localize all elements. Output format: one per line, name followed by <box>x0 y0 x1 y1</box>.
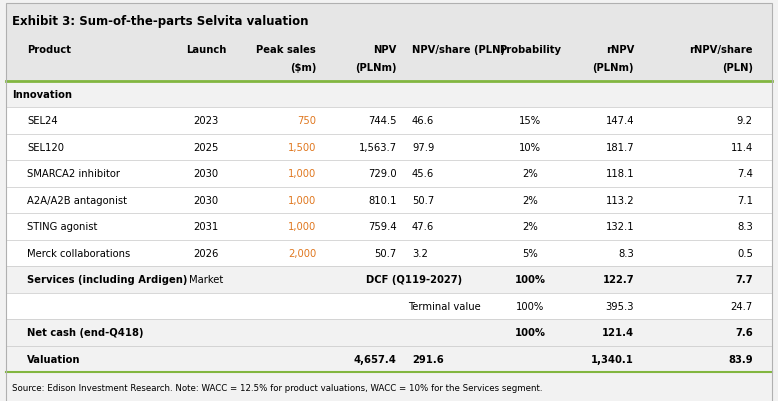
Text: SEL120: SEL120 <box>27 142 65 152</box>
Text: Services (including Ardigen): Services (including Ardigen) <box>27 275 187 285</box>
Text: 750: 750 <box>297 116 316 126</box>
Text: 47.6: 47.6 <box>412 222 434 232</box>
Text: 7.6: 7.6 <box>735 328 753 337</box>
Text: Innovation: Innovation <box>12 90 72 100</box>
Text: 100%: 100% <box>516 301 544 311</box>
Text: DCF (Q119-2027): DCF (Q119-2027) <box>366 275 462 285</box>
Text: 46.6: 46.6 <box>412 116 434 126</box>
Bar <box>6 108 772 134</box>
Bar <box>6 293 772 319</box>
Text: 122.7: 122.7 <box>602 275 634 285</box>
Text: 2%: 2% <box>522 222 538 232</box>
Text: 15%: 15% <box>519 116 541 126</box>
Text: 50.7: 50.7 <box>412 195 434 205</box>
Text: 1,000: 1,000 <box>288 169 316 179</box>
Text: 97.9: 97.9 <box>412 142 434 152</box>
Text: 2030: 2030 <box>194 169 219 179</box>
Text: 100%: 100% <box>514 328 545 337</box>
Text: (PLN): (PLN) <box>722 63 753 73</box>
Bar <box>6 82 772 108</box>
Text: 83.9: 83.9 <box>728 354 753 364</box>
Text: 2031: 2031 <box>193 222 219 232</box>
Text: 2025: 2025 <box>193 142 219 152</box>
Text: 2%: 2% <box>522 195 538 205</box>
Text: rNPV: rNPV <box>606 45 634 55</box>
Text: 100%: 100% <box>514 275 545 285</box>
Text: 2%: 2% <box>522 169 538 179</box>
Text: 121.4: 121.4 <box>602 328 634 337</box>
Text: Terminal value: Terminal value <box>408 301 481 311</box>
Text: SEL24: SEL24 <box>27 116 58 126</box>
Bar <box>6 213 772 240</box>
Bar <box>6 4 772 38</box>
Bar <box>6 134 772 160</box>
Text: 2026: 2026 <box>193 248 219 258</box>
Text: SMARCA2 inhibitor: SMARCA2 inhibitor <box>27 169 121 179</box>
Text: Exhibit 3: Sum-of-the-parts Selvita valuation: Exhibit 3: Sum-of-the-parts Selvita valu… <box>12 14 309 27</box>
Text: 7.7: 7.7 <box>735 275 753 285</box>
Text: 1,000: 1,000 <box>288 195 316 205</box>
Bar <box>6 346 772 372</box>
Text: Market: Market <box>189 275 223 285</box>
Text: A2A/A2B antagonist: A2A/A2B antagonist <box>27 195 128 205</box>
Text: NPV/share (PLN): NPV/share (PLN) <box>412 45 505 55</box>
Text: 11.4: 11.4 <box>731 142 753 152</box>
Bar <box>6 38 772 82</box>
Text: (PLNm): (PLNm) <box>356 63 397 73</box>
Text: NPV: NPV <box>373 45 397 55</box>
Bar <box>6 266 772 293</box>
Text: 291.6: 291.6 <box>412 354 443 364</box>
Text: 5%: 5% <box>522 248 538 258</box>
Text: 395.3: 395.3 <box>605 301 634 311</box>
Text: 181.7: 181.7 <box>605 142 634 152</box>
Text: 7.4: 7.4 <box>737 169 753 179</box>
Text: 3.2: 3.2 <box>412 248 428 258</box>
Text: 45.6: 45.6 <box>412 169 434 179</box>
Text: rNPV/share: rNPV/share <box>689 45 753 55</box>
Bar <box>6 319 772 346</box>
Text: 8.3: 8.3 <box>619 248 634 258</box>
Text: 1,000: 1,000 <box>288 222 316 232</box>
Text: 2023: 2023 <box>193 116 219 126</box>
Bar <box>6 187 772 213</box>
Text: 744.5: 744.5 <box>368 116 397 126</box>
Text: 1,563.7: 1,563.7 <box>359 142 397 152</box>
Text: 24.7: 24.7 <box>731 301 753 311</box>
Text: 1,340.1: 1,340.1 <box>591 354 634 364</box>
Text: Valuation: Valuation <box>27 354 81 364</box>
Text: 50.7: 50.7 <box>374 248 397 258</box>
Text: STING agonist: STING agonist <box>27 222 98 232</box>
Bar <box>6 240 772 266</box>
Text: Source: Edison Investment Research. Note: WACC = 12.5% for product valuations, W: Source: Edison Investment Research. Note… <box>12 383 542 391</box>
Text: 729.0: 729.0 <box>368 169 397 179</box>
Text: Launch: Launch <box>186 45 226 55</box>
Text: 4,657.4: 4,657.4 <box>354 354 397 364</box>
Text: 0.5: 0.5 <box>737 248 753 258</box>
Text: ($m): ($m) <box>290 63 316 73</box>
Text: 8.3: 8.3 <box>737 222 753 232</box>
Text: (PLNm): (PLNm) <box>593 63 634 73</box>
Text: Net cash (end-Q418): Net cash (end-Q418) <box>27 328 144 337</box>
Text: 147.4: 147.4 <box>605 116 634 126</box>
Text: 759.4: 759.4 <box>368 222 397 232</box>
Bar <box>6 372 772 401</box>
Text: 132.1: 132.1 <box>605 222 634 232</box>
Text: Probability: Probability <box>499 45 561 55</box>
Text: Product: Product <box>27 45 72 55</box>
Text: 810.1: 810.1 <box>368 195 397 205</box>
Text: 7.1: 7.1 <box>737 195 753 205</box>
Text: 10%: 10% <box>519 142 541 152</box>
Text: 1,500: 1,500 <box>288 142 316 152</box>
Text: 9.2: 9.2 <box>737 116 753 126</box>
Text: 113.2: 113.2 <box>605 195 634 205</box>
Bar <box>6 160 772 187</box>
Text: 2030: 2030 <box>194 195 219 205</box>
Text: 2,000: 2,000 <box>288 248 316 258</box>
Text: 118.1: 118.1 <box>605 169 634 179</box>
Text: Merck collaborations: Merck collaborations <box>27 248 131 258</box>
Text: Peak sales: Peak sales <box>257 45 316 55</box>
